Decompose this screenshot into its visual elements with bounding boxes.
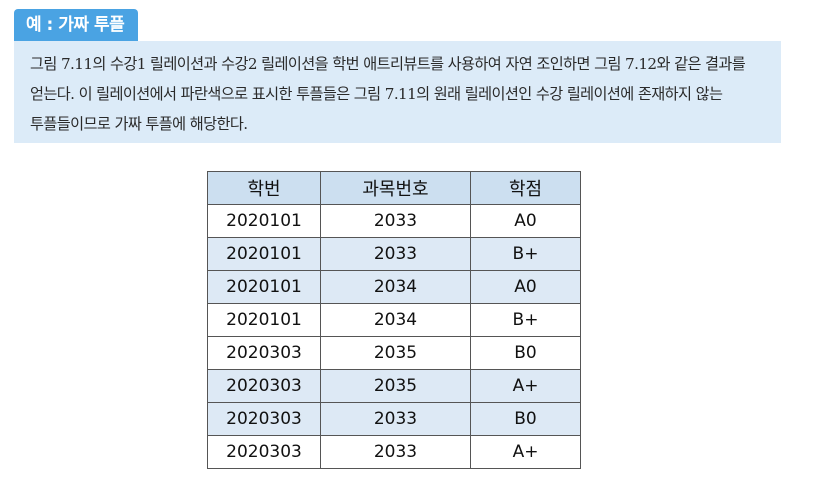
table-header-row: 학번 과목번호 학점 [207, 171, 581, 205]
table-row: 2020101 2034 A0 [207, 270, 581, 304]
cell-student-id: 2020101 [207, 303, 321, 337]
cell-student-id: 2020303 [207, 369, 321, 403]
header-student-id: 학번 [207, 171, 321, 205]
cell-student-id: 2020303 [207, 435, 321, 469]
cell-student-id: 2020101 [207, 237, 321, 271]
table-row: 2020101 2034 B+ [207, 303, 581, 337]
table-row: 2020303 2035 B0 [207, 336, 581, 370]
table-row: 2020303 2035 A+ [207, 369, 581, 403]
cell-grade: A0 [470, 270, 581, 304]
cell-student-id: 2020303 [207, 402, 321, 436]
cell-grade: B0 [470, 402, 581, 436]
cell-grade: B+ [470, 303, 581, 337]
cell-grade: B0 [470, 336, 581, 370]
cell-course-number: 2033 [320, 402, 471, 436]
join-result-table: 학번 과목번호 학점 2020101 2033 A0 2020101 2033 … [207, 171, 581, 469]
header-course-number: 과목번호 [320, 171, 471, 205]
cell-grade: A0 [470, 204, 581, 238]
table-row: 2020101 2033 B+ [207, 237, 581, 271]
example-box: 예 : 가짜 투플 그림 7.11의 수강1 릴레이션과 수강2 릴레이션을 학… [14, 9, 781, 143]
cell-grade: A+ [470, 435, 581, 469]
cell-course-number: 2033 [320, 435, 471, 469]
example-title-tab: 예 : 가짜 투플 [14, 9, 139, 41]
cell-course-number: 2035 [320, 369, 471, 403]
table-row: 2020303 2033 B0 [207, 402, 581, 436]
header-grade: 학점 [470, 171, 581, 205]
table-row: 2020303 2033 A+ [207, 435, 581, 469]
cell-student-id: 2020101 [207, 204, 321, 238]
cell-student-id: 2020303 [207, 336, 321, 370]
cell-grade: B+ [470, 237, 581, 271]
cell-grade: A+ [470, 369, 581, 403]
table-row: 2020101 2033 A0 [207, 204, 581, 238]
example-description: 그림 7.11의 수강1 릴레이션과 수강2 릴레이션을 학번 애트리뷰트를 사… [14, 41, 781, 143]
cell-course-number: 2033 [320, 204, 471, 238]
cell-course-number: 2035 [320, 336, 471, 370]
cell-course-number: 2034 [320, 270, 471, 304]
cell-course-number: 2033 [320, 237, 471, 271]
cell-student-id: 2020101 [207, 270, 321, 304]
cell-course-number: 2034 [320, 303, 471, 337]
